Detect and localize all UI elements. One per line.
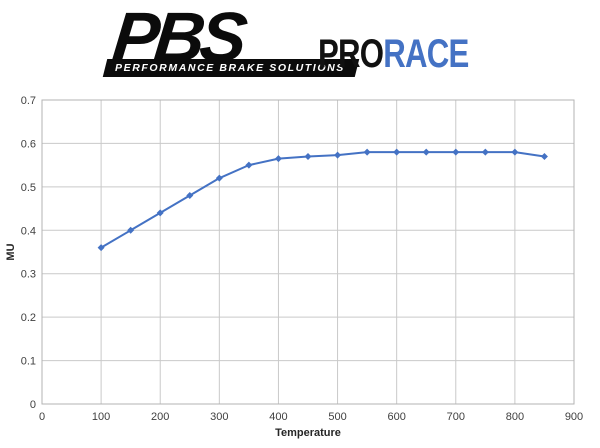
y-axis-title: MU [5,243,17,260]
series-line-mu [100,151,545,249]
prorace-race: RACE [383,32,469,76]
y-tick-label: 0.3 [21,269,36,281]
data-point-marker [452,148,460,156]
data-point-marker [540,152,548,160]
data-point-marker [422,148,430,156]
y-tick-label: 0.5 [21,182,36,194]
data-point-marker [481,148,489,156]
data-point-marker [304,152,312,160]
data-point-marker [156,209,164,217]
y-tick-label: 0.1 [21,356,36,368]
x-tick-label: 700 [447,411,465,423]
data-point-marker [186,192,194,200]
x-tick-labels: 0 100 200 300 400 500 600 700 800 900 [39,411,583,423]
plot-border [41,99,575,405]
y-tick-label: 0.7 [21,95,36,107]
x-tick-label: 100 [92,411,110,423]
data-point-marker [334,151,342,159]
x-tick-label: 500 [328,411,346,423]
data-point-marker [127,226,135,234]
gridlines [41,99,575,405]
mu-temperature-chart-svg: 0 100 200 300 400 500 600 700 800 900 0 0.1 0.2 0.3 0.… [5,95,583,439]
x-tick-label: 600 [387,411,405,423]
x-tick-label: 0 [39,411,45,423]
data-point-marker [363,148,371,156]
mu-temperature-chart: 0 100 200 300 400 500 600 700 800 900 0 0.1 0.2 0.3 0.… [0,90,600,448]
data-point-marker [393,148,401,156]
y-tick-label: 0.2 [21,312,36,324]
x-tick-label: 400 [269,411,287,423]
x-tick-label: 800 [506,411,524,423]
data-point-marker [511,148,519,156]
y-tick-labels: 0 0.1 0.2 0.3 0.4 0.5 0.6 0.7 [21,95,36,411]
y-tick-label: 0.4 [21,225,36,237]
data-point-marker [97,244,105,252]
x-axis-title: Temperature [275,427,341,439]
y-tick-label: 0.6 [21,138,36,150]
y-tick-label: 0 [30,399,36,411]
pbs-logo-tagline: PERFORMANCE BRAKE SOLUTIONS [115,62,345,74]
prorace-pro: PRO [318,32,384,76]
data-point-marker [274,155,282,163]
x-tick-label: 200 [151,411,169,423]
x-tick-label: 300 [210,411,228,423]
prorace-wordmark: PRORACE [318,34,469,74]
x-tick-label: 900 [565,411,583,423]
data-point-marker [215,174,223,182]
series-markers-mu [97,148,548,252]
data-point-marker [245,161,253,169]
